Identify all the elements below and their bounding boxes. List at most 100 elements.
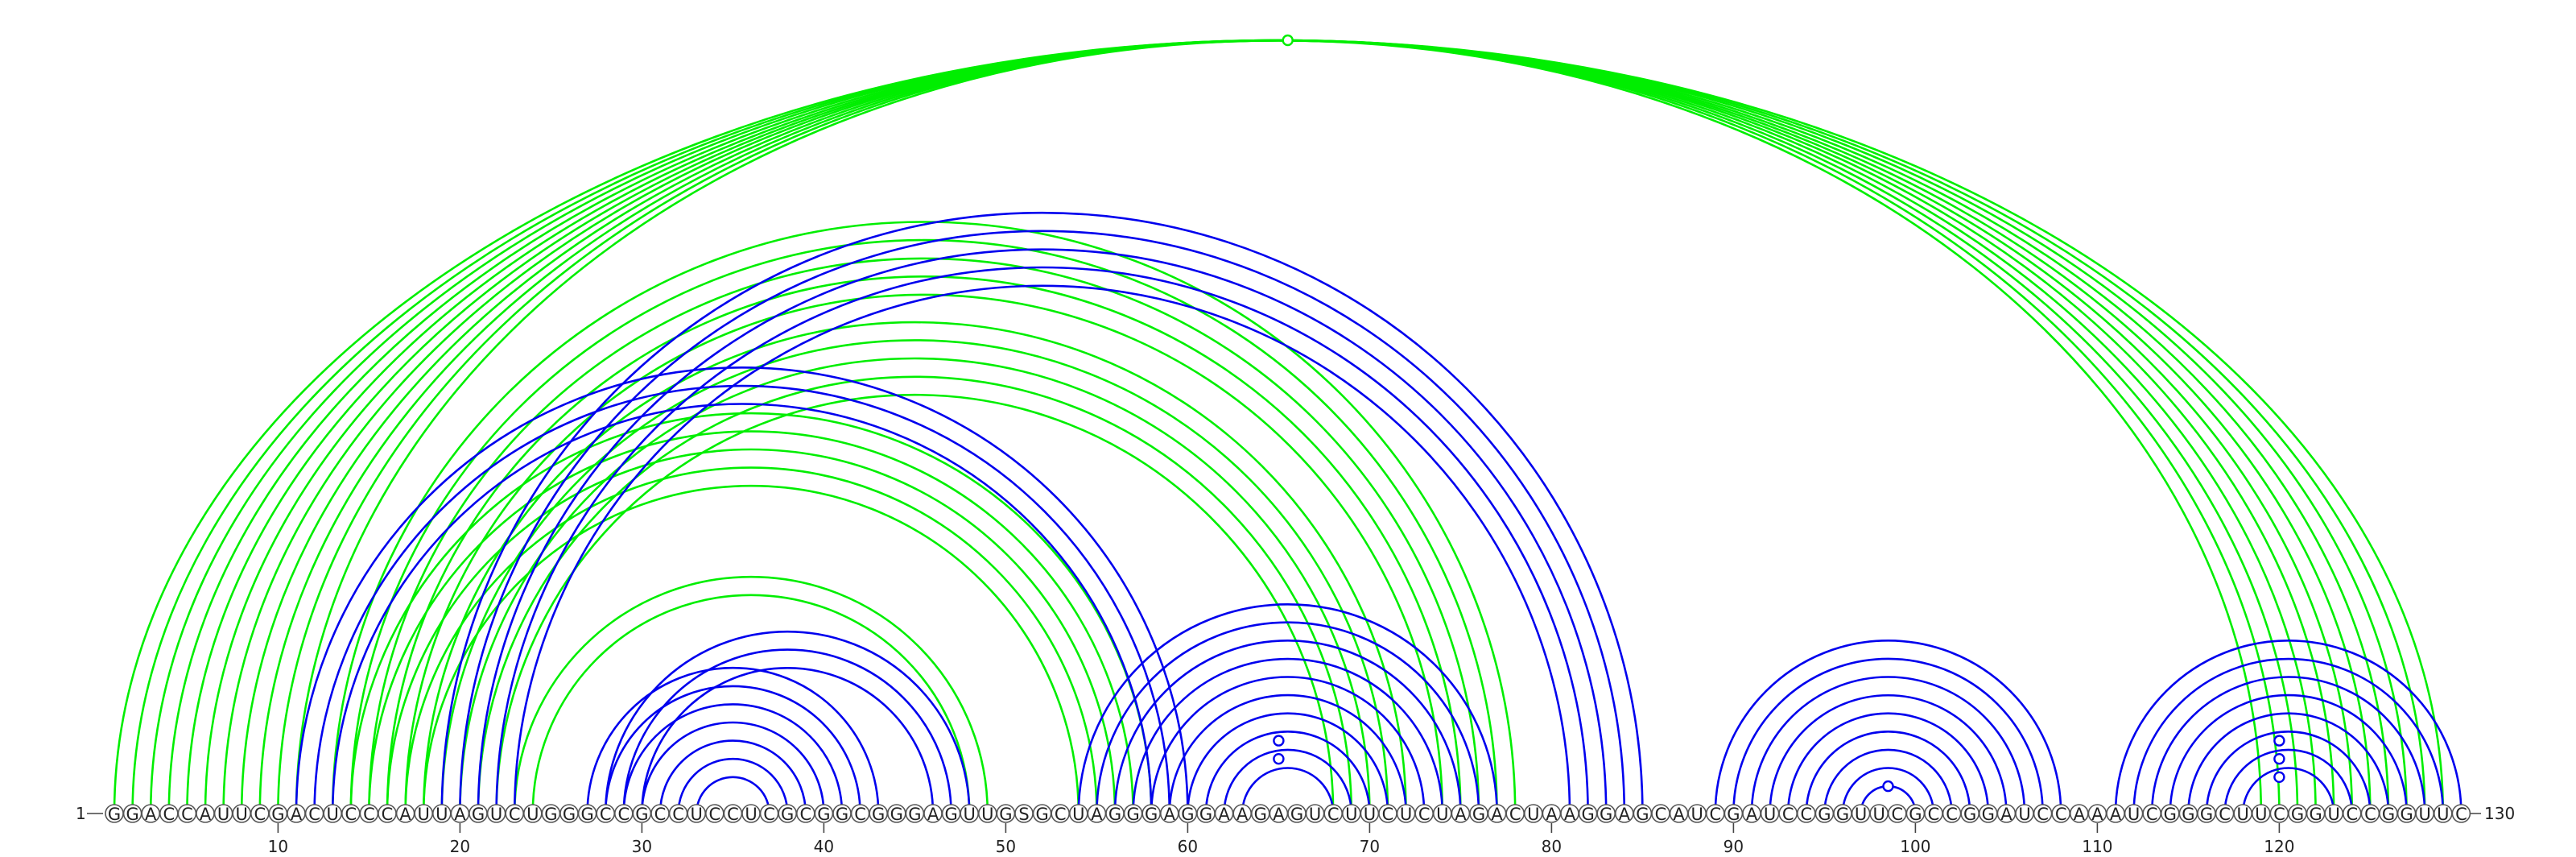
green-arc-15-76 [368, 257, 1480, 814]
nucleotide: A [2070, 804, 2089, 824]
nucleotide-letter: A [1746, 805, 1758, 824]
nucleotide: A [1542, 804, 1562, 824]
nucleotide: C [2142, 804, 2161, 824]
nucleotide: C [304, 804, 324, 824]
nucleotide-letter: C [363, 805, 375, 824]
green-arc-16-75 [386, 275, 1462, 814]
nucleotide-letter: C [672, 805, 684, 824]
nucleotide-letter: U [1527, 805, 1539, 824]
blue-arc-28-48 [604, 630, 971, 814]
nucleotide: G [869, 804, 888, 824]
blue-arc-117-124 [2223, 748, 2354, 814]
green-marker-1-130 [1282, 34, 1294, 47]
nucleotide: G [2288, 804, 2307, 824]
nucleotide: C [795, 804, 815, 824]
nucleotide-letter: U [691, 805, 703, 824]
nucleotide-letter: C [617, 805, 630, 824]
nucleotide: C [1378, 804, 1397, 824]
nucleotide-letter: G [2400, 805, 2413, 824]
nucleotide-letter: A [2110, 805, 2122, 824]
end-label: 130 [2484, 804, 2515, 823]
nucleotide: G [887, 804, 906, 824]
blue-marker-118-122 [2273, 771, 2285, 783]
nucleotide: A [196, 804, 215, 824]
blue-arc-94-103 [1805, 731, 1971, 814]
nucleotide: C [1706, 804, 1725, 824]
blue-arc-115-126 [2187, 712, 2390, 814]
nucleotide: C [1651, 804, 1670, 824]
pair-markers [1273, 34, 2285, 793]
nucleotide: G [1196, 804, 1216, 824]
nucleotide: G [1724, 804, 1744, 824]
nucleotide: C [704, 804, 724, 824]
blue-arc-20-84 [459, 230, 1626, 814]
blue-arc-27-43 [586, 666, 880, 814]
nucleotide-letter: U [1309, 805, 1321, 824]
nucleotide: G [541, 804, 561, 824]
nucleotide-letter: U [1764, 805, 1776, 824]
nucleotide-letter: C [2219, 805, 2231, 824]
nucleotide-letter: C [1055, 805, 1067, 824]
nucleotide: G [1905, 804, 1926, 824]
nucleotide: C [1924, 804, 1943, 824]
nucleotide-letter: G [635, 805, 648, 824]
nucleotide: A [1269, 804, 1289, 824]
nucleotide-letter: U [2328, 805, 2340, 824]
nucleotide: C [723, 804, 743, 824]
nucleotide: C [1778, 804, 1798, 824]
green-arc-17-55 [404, 466, 1098, 814]
nucleotide-letter: G [1181, 805, 1194, 824]
nucleotide: C [1505, 804, 1525, 824]
nucleotide: G [905, 804, 925, 824]
nucleotide-letter: G [1254, 805, 1267, 824]
nucleotide: A [1232, 804, 1252, 824]
green-arc-11-119 [295, 39, 2263, 814]
nucleotide: C [159, 804, 179, 824]
nucleotide-letter: C [763, 805, 775, 824]
green-arc-16-56 [386, 448, 1117, 814]
nucleotide-letter: G [999, 805, 1012, 824]
nucleotide-letter: G [872, 805, 885, 824]
nucleotide-letter: G [1581, 805, 1594, 824]
nucleotide-letter: G [1727, 805, 1740, 824]
nucleotide-letter: A [1546, 805, 1558, 824]
nucleotide: G [2306, 804, 2326, 824]
nucleotide-letter: C [2364, 805, 2376, 824]
nucleotide-letter: A [2000, 805, 2013, 824]
nucleotide: U [2233, 804, 2252, 824]
nucleotide-letter: G [1963, 805, 1976, 824]
nucleotide-letter: G [2164, 805, 2177, 824]
nucleotide: A [1615, 804, 1634, 824]
nucleotide-letter: C [2455, 805, 2467, 824]
nucleotide: G [814, 804, 834, 824]
nucleotide-letter: C [1418, 805, 1430, 824]
nucleotide: G [1123, 804, 1143, 824]
nucleotide: U [687, 804, 707, 824]
nucleotide-letter: A [1491, 805, 1503, 824]
blue-arc-21-83 [477, 248, 1608, 814]
nucleotide: C [596, 804, 616, 824]
blue-marker-97-100 [1882, 780, 1894, 793]
nucleotide-letter: U [1400, 805, 1412, 824]
nucleotide-letter: U [526, 805, 539, 824]
nucleotide-letter: G [1035, 805, 1048, 824]
tick-label: 80 [1542, 837, 1562, 856]
nucleotide: C [250, 804, 270, 824]
nucleotide-letter: A [1673, 805, 1685, 824]
nucleotide: C [1942, 804, 1962, 824]
blue-arc-22-82 [495, 266, 1589, 814]
nucleotide-letter: C [1509, 805, 1521, 824]
nucleotide: G [2197, 804, 2216, 824]
nucleotide-letter: G [817, 805, 830, 824]
nucleotide: G [778, 804, 798, 824]
nucleotide: A [1451, 804, 1471, 824]
nucleotide-letter: C [2146, 805, 2158, 824]
nucleotide-letter: C [1928, 805, 1940, 824]
blue-arc-113-128 [2150, 676, 2426, 814]
nucleotide-letter: G [1600, 805, 1612, 824]
blue-arc-30-40 [641, 721, 825, 814]
green-arc-20-70 [459, 357, 1371, 814]
nucleotide-letter: G [580, 805, 593, 824]
nucleotide-circle [2451, 804, 2471, 823]
nucleotide-letter: A [1164, 805, 1176, 824]
